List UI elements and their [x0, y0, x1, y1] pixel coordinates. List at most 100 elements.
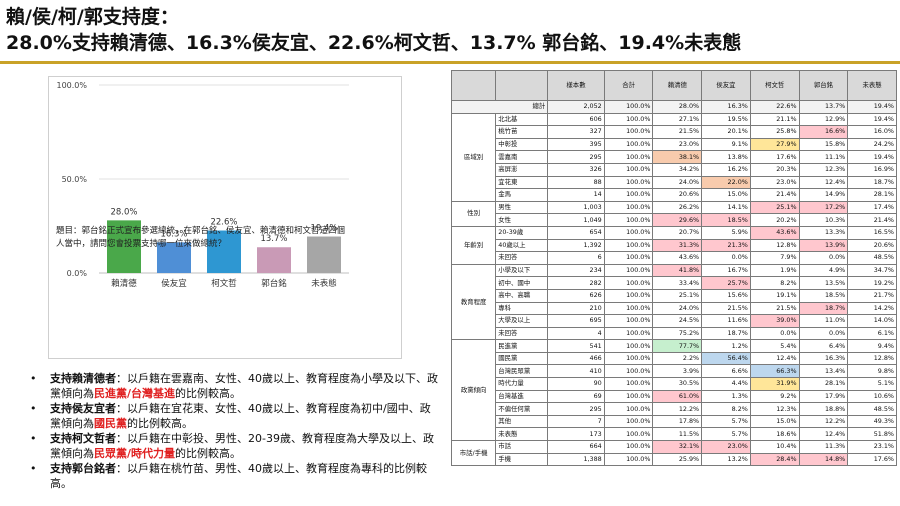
- table-cell: 24.2%: [847, 137, 897, 152]
- table-cell: 541: [547, 339, 605, 353]
- column-header: 侯友宜: [701, 70, 751, 101]
- row-label: 其他: [495, 414, 549, 429]
- finding-highlight: 民進黨/台灣基進: [94, 386, 176, 400]
- table-cell: 17.6%: [749, 150, 800, 164]
- table-cell: 20.6%: [847, 238, 897, 253]
- group-label: 性別: [450, 200, 497, 227]
- table-cell: 1.9%: [749, 263, 800, 278]
- table-cell: 410: [547, 364, 605, 379]
- table-cell: 23.0%: [652, 137, 703, 152]
- table-cell: 100.0%: [603, 175, 654, 190]
- table-row: 宜花東 88 100.0% 24.0% 22.0% 23.0% 12.4% 18.7%: [452, 175, 897, 190]
- table-cell: 20.6%: [652, 188, 703, 202]
- table-cell: 100.0%: [603, 314, 654, 328]
- row-label: 20-39歲: [495, 225, 549, 240]
- bar-value-label: 28.0%: [110, 207, 137, 217]
- table-cell: 1,388: [547, 452, 605, 467]
- table-cell: 11.3%: [798, 440, 849, 454]
- table-row: 台灣民眾黨 410 100.0% 3.9% 6.6% 66.3% 13.4% 9.8%: [452, 364, 897, 379]
- finding-text: ：以戶籍在中彰投、男性、20-39歲、教育程度為大學及以上、政黨傾向為: [50, 432, 434, 460]
- table-cell: 100.0%: [603, 414, 654, 429]
- row-label: 金馬: [495, 188, 549, 202]
- table-cell: 695: [547, 314, 605, 328]
- x-tick-label: 郭台銘: [261, 278, 287, 289]
- chart-question: 題目：郭台銘正式宣布參選總統，在郭台銘、侯友宜、賴清德和柯文哲這四個人當中，請問…: [56, 226, 346, 249]
- table-cell: 19.1%: [749, 288, 800, 303]
- x-tick-label: 賴清德: [111, 278, 137, 289]
- table-cell: 282: [547, 276, 605, 290]
- table-cell: 43.6%: [652, 251, 703, 265]
- table-cell: 21.1%: [749, 112, 800, 127]
- row-label: 北北基: [495, 112, 549, 127]
- row-label: 中彰投: [495, 137, 549, 152]
- table-cell: 18.7%: [701, 326, 751, 341]
- table-row: 大學及以上 695 100.0% 24.5% 11.6% 39.0% 11.0% 14.0%: [452, 314, 897, 328]
- table-row: 其他 7 100.0% 17.8% 5.7% 15.0% 12.2% 49.3%: [452, 414, 897, 429]
- table-cell: 56.4%: [701, 351, 751, 366]
- finding-item: • 支持郭台銘者：以戶籍在桃竹苗、男性、40歲以上、教育程度為專科的比例較高。: [28, 462, 438, 491]
- bullet-dot-icon: •: [30, 372, 37, 385]
- table-cell: 327: [547, 125, 605, 139]
- table-row: 台灣基進 69 100.0% 61.0% 1.3% 9.2% 17.9% 10.6%: [452, 389, 897, 404]
- table-cell: 31.3%: [652, 238, 703, 253]
- finding-text-end: 的比例較高。: [127, 416, 193, 430]
- table-cell: 34.2%: [652, 162, 703, 177]
- finding-item: • 支持侯友宜者：以戶籍在宜花東、女性、40歲以上、教育程度為初中/國中、政黨傾向…: [28, 402, 438, 431]
- table-cell: 21.7%: [847, 288, 897, 303]
- table-cell: 11.1%: [798, 150, 849, 164]
- bullet-dot-icon: •: [30, 432, 37, 445]
- table-cell: 48.5%: [847, 251, 897, 265]
- bar-4: [257, 247, 291, 273]
- table-cell: 6.4%: [798, 339, 849, 353]
- table-cell: 16.2%: [701, 162, 751, 177]
- table-cell: 234: [547, 263, 605, 278]
- table-cell: 0.0%: [701, 251, 751, 265]
- table-cell: 20.3%: [749, 162, 800, 177]
- support-bar-chart: 0.0% 50.0% 100.0% 28.0% 賴清德 16.3% 侯友宜 22.6% 柯文哲 1…: [48, 76, 402, 359]
- group-label: 教育程度: [450, 263, 497, 341]
- table-cell: 664: [547, 440, 605, 454]
- x-tick-label: 未表態: [311, 278, 337, 289]
- table-row: 女性 1,049 100.0% 29.6% 18.5% 20.2% 10.3% 21.4%: [452, 213, 897, 227]
- bar-5: [307, 236, 341, 273]
- table-cell: 18.7%: [798, 301, 849, 316]
- table-row: 專科 210 100.0% 24.0% 21.5% 21.5% 18.7% 14.2%: [452, 301, 897, 316]
- table-cell: 15.0%: [701, 188, 751, 202]
- table-cell: 14.2%: [847, 301, 897, 316]
- table-cell: 27.9%: [749, 137, 800, 152]
- bar-value-label: 13.7%: [260, 234, 287, 244]
- table-cell: 100.0%: [603, 162, 654, 177]
- table-cell: 9.2%: [749, 389, 800, 404]
- y-tick-label: 0.0%: [67, 269, 88, 278]
- table-cell: 12.4%: [798, 427, 849, 442]
- table-cell: 100.0%: [603, 150, 654, 164]
- column-header: [450, 70, 497, 101]
- table-row: 初中、國中 282 100.0% 33.4% 25.7% 8.2% 13.5% 19.2%: [452, 276, 897, 290]
- row-label: 總計: [450, 100, 549, 114]
- row-label: 初中、國中: [495, 276, 549, 290]
- row-label: 女性: [495, 213, 549, 227]
- table-cell: 88: [547, 175, 605, 190]
- column-header: 樣本數: [547, 70, 605, 101]
- table-cell: 13.3%: [798, 225, 849, 240]
- table-cell: 100.0%: [603, 125, 654, 139]
- table-cell: 626: [547, 288, 605, 303]
- table-row: 40歲以上 1,392 100.0% 31.3% 21.3% 12.8% 13.9% 20.6…: [452, 238, 897, 253]
- table-cell: 9.8%: [847, 364, 897, 379]
- table-cell: 12.3%: [798, 162, 849, 177]
- table-cell: 16.9%: [847, 162, 897, 177]
- column-header: 賴清德: [652, 70, 703, 101]
- table-cell: 100.0%: [603, 225, 654, 240]
- table-cell: 6: [547, 251, 605, 265]
- table-cell: 12.4%: [749, 351, 800, 366]
- title-line-1: 賴/侯/柯/郭支持度：: [6, 6, 179, 28]
- table-cell: 2,052: [547, 100, 605, 114]
- page-title: 賴/侯/柯/郭支持度： 28.0%支持賴清德、16.3%侯友宜、22.6%柯文哲…: [6, 4, 896, 56]
- table-cell: 606: [547, 112, 605, 127]
- table-cell: 210: [547, 301, 605, 316]
- table-cell: 15.6%: [701, 288, 751, 303]
- finding-highlight: 民眾黨/時代力量: [94, 446, 176, 460]
- table-cell: 18.7%: [847, 175, 897, 190]
- table-cell: 11.0%: [798, 314, 849, 328]
- table-cell: 5.1%: [847, 377, 897, 391]
